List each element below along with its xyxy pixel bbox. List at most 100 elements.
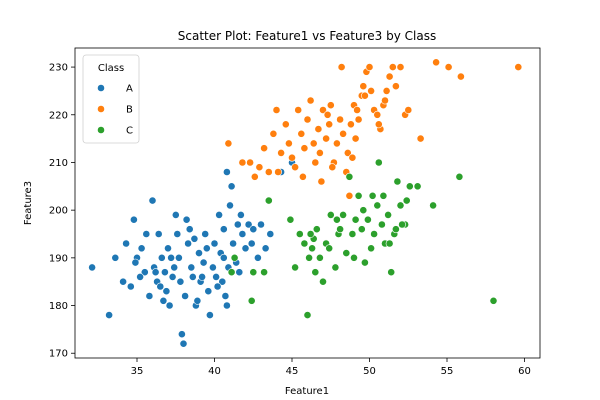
legend: Class ABC	[82, 54, 140, 144]
point-class-b	[353, 106, 361, 114]
point-class-c	[305, 253, 313, 262]
point-class-c	[331, 263, 340, 272]
point-class-b	[373, 110, 382, 119]
point-class-b	[311, 158, 320, 167]
point-class-a	[188, 272, 197, 281]
y-tick-label: 220	[49, 110, 68, 121]
point-class-a	[159, 296, 168, 305]
point-class-b	[260, 144, 268, 153]
point-class-b	[416, 134, 425, 143]
point-class-b	[238, 158, 247, 167]
point-class-a	[162, 287, 171, 296]
point-class-a	[160, 268, 169, 277]
point-class-a	[140, 268, 149, 277]
point-class-a	[247, 239, 256, 248]
point-class-c	[413, 182, 422, 191]
x-tick-label: 45	[286, 366, 299, 377]
point-class-a	[199, 258, 208, 267]
point-class-b	[381, 96, 389, 105]
point-class-c	[295, 230, 304, 238]
point-class-b	[514, 63, 523, 71]
point-class-c	[264, 196, 273, 205]
x-axis-label: Feature1	[285, 386, 329, 397]
point-class-a	[154, 230, 163, 238]
point-class-c	[345, 172, 354, 181]
point-class-a	[227, 182, 236, 191]
legend-entries: ABC	[97, 84, 133, 137]
point-class-b	[332, 139, 341, 148]
point-class-b	[432, 58, 440, 67]
point-class-b	[315, 148, 324, 157]
point-class-a	[266, 230, 275, 238]
point-class-b	[365, 63, 374, 71]
point-class-b	[382, 87, 391, 95]
point-class-a	[105, 311, 113, 319]
legend-title: Class	[98, 63, 124, 74]
point-class-a	[136, 272, 144, 281]
point-class-a	[157, 253, 166, 262]
point-class-b	[306, 96, 315, 105]
point-class-a	[111, 253, 120, 262]
x-axis: 35 40 45 50 55 60	[131, 358, 531, 377]
point-class-c	[286, 215, 295, 224]
point-class-b	[264, 168, 273, 176]
point-class-a	[213, 282, 222, 291]
point-class-a	[195, 249, 203, 257]
y-tick-label: 170	[49, 349, 68, 360]
point-class-a	[167, 253, 175, 262]
y-tick-label: 180	[49, 301, 68, 312]
legend-label-c: C	[126, 126, 133, 137]
point-class-a	[126, 282, 135, 291]
point-class-a	[119, 277, 127, 286]
point-class-c	[393, 177, 402, 186]
point-class-a	[218, 277, 227, 286]
point-class-b	[348, 153, 357, 162]
point-class-a	[208, 263, 217, 272]
point-class-b	[323, 110, 332, 119]
point-class-c	[291, 263, 299, 272]
point-class-a	[222, 301, 231, 310]
point-class-b	[303, 115, 312, 124]
point-class-c	[368, 191, 377, 200]
point-class-a	[184, 239, 192, 248]
point-class-c	[398, 220, 406, 229]
point-class-b	[336, 115, 344, 124]
point-class-b	[343, 148, 352, 157]
point-class-c	[391, 225, 400, 234]
point-class-a	[173, 230, 182, 238]
point-class-a	[241, 244, 250, 253]
point-class-a	[261, 244, 270, 253]
point-class-b	[319, 106, 327, 114]
point-class-a	[201, 230, 210, 238]
point-class-c	[315, 253, 324, 262]
point-class-c	[384, 210, 392, 219]
point-class-a	[244, 220, 253, 229]
point-class-b	[317, 177, 326, 186]
point-class-a	[177, 330, 186, 339]
point-class-a	[193, 296, 202, 305]
point-class-a	[174, 253, 183, 262]
point-class-a	[151, 268, 160, 277]
point-class-c	[311, 268, 320, 277]
point-class-b	[456, 72, 465, 81]
point-class-a	[236, 210, 245, 219]
point-class-a	[171, 210, 180, 219]
point-class-a	[182, 215, 191, 224]
point-class-c	[402, 196, 411, 205]
point-class-b	[300, 144, 309, 153]
point-class-a	[179, 339, 188, 348]
x-tick-label: 55	[441, 366, 454, 377]
point-class-a	[219, 253, 228, 262]
point-class-a	[145, 292, 154, 300]
point-class-b	[385, 72, 394, 81]
point-class-c	[374, 158, 383, 167]
point-class-c	[357, 225, 366, 234]
point-class-c	[377, 220, 386, 229]
point-class-c	[332, 215, 341, 224]
point-class-a	[233, 220, 242, 229]
point-class-b	[272, 106, 281, 114]
point-class-c	[363, 215, 372, 224]
point-class-b	[297, 129, 306, 138]
point-class-a	[257, 220, 265, 229]
